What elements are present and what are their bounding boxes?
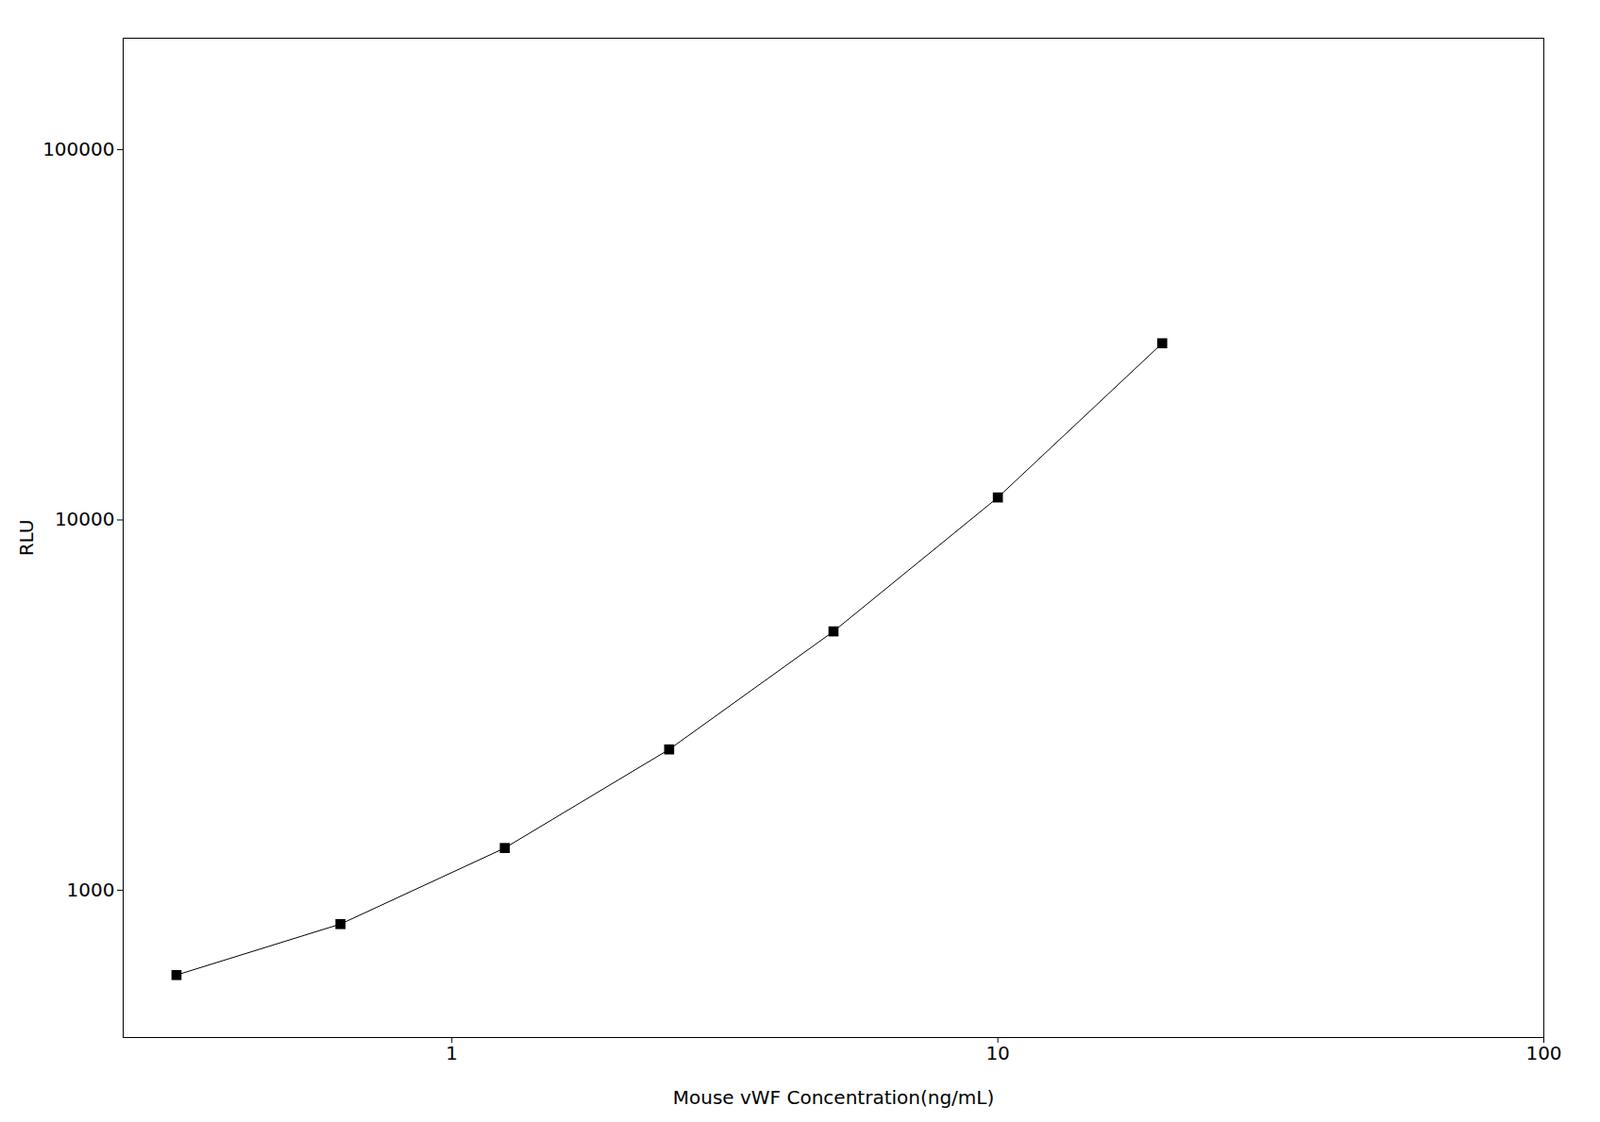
svg-text:1000: 1000	[67, 878, 116, 902]
svg-text:10000: 10000	[54, 507, 116, 531]
svg-text:100000: 100000	[42, 137, 115, 161]
svg-text:Mouse vWF Concentration(ng/mL): Mouse vWF Concentration(ng/mL)	[673, 1086, 995, 1110]
svg-text:100: 100	[1525, 1042, 1562, 1065]
svg-text:10: 10	[985, 1042, 1010, 1065]
svg-text:RLU: RLU	[15, 520, 38, 557]
svg-text:1: 1	[445, 1042, 458, 1065]
